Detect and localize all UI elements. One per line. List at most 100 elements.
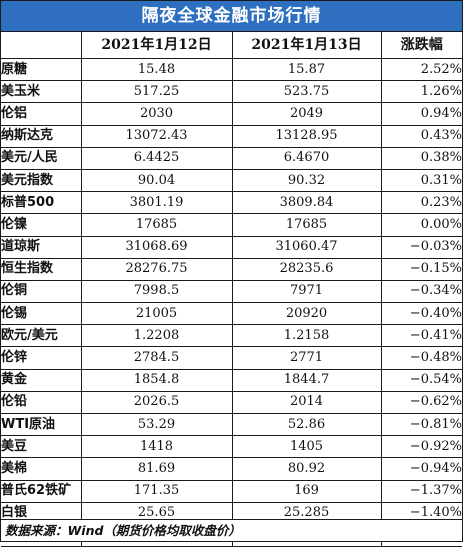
row-value-date-1: 21005	[80, 302, 233, 326]
row-value-date-2: 15.87	[231, 58, 382, 82]
row-value-date-1: 28276.75	[80, 257, 233, 281]
row-value-date-1: 15.48	[80, 58, 233, 82]
row-value-date-1: 517.25	[80, 80, 233, 104]
row-change: −0.94%	[380, 457, 462, 481]
table-row: 美豆 1418 1405 −0.92%	[1, 435, 462, 459]
row-name: 伦锡	[1, 302, 82, 326]
table-row: 黄金 1854.8 1844.7 −0.54%	[1, 368, 462, 392]
row-change: −0.81%	[380, 412, 462, 437]
table-row: 伦铅 2026.5 2014 −0.62%	[1, 390, 462, 415]
row-name: 标普500	[1, 191, 82, 215]
row-value-date-1: 2784.5	[80, 346, 233, 370]
row-name: 美元指数	[1, 168, 82, 193]
row-value-date-1: 3801.19	[80, 191, 233, 215]
row-name: 美豆	[1, 435, 82, 459]
quotes-table: 2021年1月12日 2021年1月13日 涨跌幅 原糖 15.48 15.87 2.…	[1, 32, 462, 547]
table-row: 伦镍 17685 17685 0.00%	[1, 213, 462, 237]
row-value-date-2: 3809.84	[231, 191, 382, 215]
source-note: 数据来源：Wind（期货价格均取收盘价）	[1, 519, 462, 541]
header-date-1: 2021年1月12日	[80, 32, 233, 59]
row-name: 伦镍	[1, 213, 82, 237]
row-name: 纳斯达克	[1, 124, 82, 148]
row-change: 0.31%	[380, 168, 462, 193]
table-row: WTI原油 53.29 52.86 −0.81%	[1, 412, 462, 437]
row-name: 普氏62铁矿	[1, 479, 82, 503]
row-value-date-2: 7971	[231, 279, 382, 304]
table-title: 隔夜全球金融市场行情	[1, 1, 462, 32]
row-value-date-2: 52.86	[231, 412, 382, 437]
table-row: 普氏62铁矿 171.35 169 −1.37%	[1, 479, 462, 503]
row-change: −0.15%	[380, 257, 462, 281]
row-change: 0.38%	[380, 146, 462, 170]
row-value-date-1: 90.04	[80, 168, 233, 193]
row-value-date-2: 1405	[231, 435, 382, 459]
row-change: −0.92%	[380, 435, 462, 459]
row-name: 黄金	[1, 368, 82, 392]
row-value-date-2: 31060.47	[231, 235, 382, 259]
row-change: 2.52%	[380, 58, 462, 82]
row-name: 伦铅	[1, 390, 82, 415]
header-name	[1, 32, 82, 59]
row-value-date-1: 17685	[80, 213, 233, 237]
row-name: 伦铝	[1, 102, 82, 126]
table-row: 伦锌 2784.5 2771 −0.48%	[1, 346, 462, 370]
row-name: 道琼斯	[1, 235, 82, 259]
row-value-date-1: 81.69	[80, 457, 233, 481]
row-value-date-1: 7998.5	[80, 279, 233, 304]
row-value-date-2: 20920	[231, 302, 382, 326]
row-name: 恒生指数	[1, 257, 82, 281]
row-name: 美棉	[1, 457, 82, 481]
table-row: 纳斯达克 13072.43 13128.95 0.43%	[1, 124, 462, 148]
row-value-date-1: 1854.8	[80, 368, 233, 392]
row-change: 0.43%	[380, 124, 462, 148]
table-row: 美元/人民 6.4425 6.4670 0.38%	[1, 146, 462, 170]
table-row: 欧元/美元 1.2208 1.2158 −0.41%	[1, 324, 462, 348]
row-name: 美元/人民	[1, 146, 82, 170]
table-row: 恒生指数 28276.75 28235.6 −0.15%	[1, 257, 462, 281]
row-change: 0.23%	[380, 191, 462, 215]
header-date-2: 2021年1月13日	[231, 32, 382, 59]
row-value-date-2: 2771	[231, 346, 382, 370]
row-change: 0.00%	[380, 213, 462, 237]
row-value-date-2: 523.75	[231, 80, 382, 104]
row-value-date-2: 90.32	[231, 168, 382, 193]
row-value-date-2: 169	[231, 479, 382, 503]
row-value-date-2: 17685	[231, 213, 382, 237]
row-change: 0.94%	[380, 102, 462, 126]
row-value-date-1: 53.29	[80, 412, 233, 437]
row-value-date-1: 2030	[80, 102, 233, 126]
row-change: 1.26%	[380, 80, 462, 104]
table-row: 道琼斯 31068.69 31060.47 −0.03%	[1, 235, 462, 259]
row-value-date-2: 28235.6	[231, 257, 382, 281]
row-name: 欧元/美元	[1, 324, 82, 348]
row-value-date-1: 171.35	[80, 479, 233, 503]
table-row: 标普500 3801.19 3809.84 0.23%	[1, 191, 462, 215]
row-name: WTI原油	[1, 412, 82, 437]
table-row: 伦锡 21005 20920 −0.40%	[1, 302, 462, 326]
row-value-date-2: 13128.95	[231, 124, 382, 148]
table-row: 伦铜 7998.5 7971 −0.34%	[1, 279, 462, 304]
row-value-date-2: 1.2158	[231, 324, 382, 348]
row-value-date-1: 6.4425	[80, 146, 233, 170]
row-name: 伦铜	[1, 279, 82, 304]
row-name: 原糖	[1, 58, 82, 82]
row-value-date-2: 6.4670	[231, 146, 382, 170]
table-row: 美棉 81.69 80.92 −0.94%	[1, 457, 462, 481]
table-row: 美玉米 517.25 523.75 1.26%	[1, 80, 462, 104]
header-row: 2021年1月12日 2021年1月13日 涨跌幅	[1, 32, 462, 59]
row-value-date-1: 1.2208	[80, 324, 233, 348]
row-value-date-1: 13072.43	[80, 124, 233, 148]
row-change: −0.48%	[380, 346, 462, 370]
row-change: −0.03%	[380, 235, 462, 259]
row-change: −0.41%	[380, 324, 462, 348]
table-row: 伦铝 2030 2049 0.94%	[1, 102, 462, 126]
row-change: −1.37%	[380, 479, 462, 503]
row-value-date-1: 31068.69	[80, 235, 233, 259]
row-name: 伦锌	[1, 346, 82, 370]
table-row: 美元指数 90.04 90.32 0.31%	[1, 168, 462, 193]
row-change: −0.62%	[380, 390, 462, 415]
row-change: −0.54%	[380, 368, 462, 392]
row-name: 美玉米	[1, 80, 82, 104]
row-value-date-2: 2014	[231, 390, 382, 415]
